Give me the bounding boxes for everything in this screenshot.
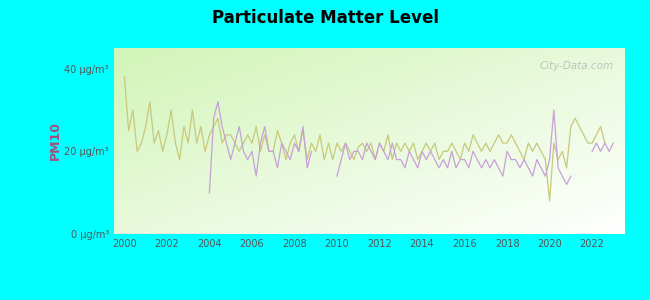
Y-axis label: PM10: PM10 [49,122,62,160]
Text: Particulate Matter Level: Particulate Matter Level [211,9,439,27]
Text: City-Data.com: City-Data.com [540,61,614,71]
